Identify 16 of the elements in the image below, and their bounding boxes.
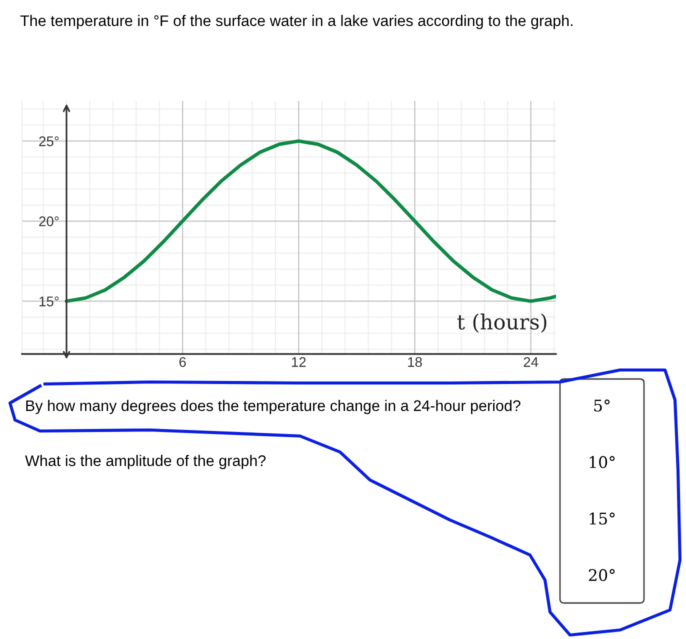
chart-title: The temperature in °F of the surface water in a lake varies according to the graph. (20, 14, 572, 30)
text: 5° (594, 400, 610, 412)
y-tick-label: 15° (40, 296, 59, 306)
x-tick-label: 6 (179, 357, 186, 367)
text: What is the amplitude of the graph? (25, 454, 266, 470)
x-axis-title: t (hours) (457, 314, 546, 333)
text: By how many degrees does the temperature change in a 24-hour period? (26, 400, 520, 414)
y-tick-label: 25° (39, 136, 59, 146)
x-tick-label: 24 (524, 357, 538, 367)
x-tick-label: 12 (292, 357, 306, 367)
y-tick-label: 20° (39, 216, 59, 226)
text: 20° (588, 569, 615, 582)
text: 15° (590, 512, 615, 525)
line-series (64, 139, 556, 303)
text: 10° (590, 456, 615, 468)
x-tick-label: 18 (408, 357, 422, 367)
